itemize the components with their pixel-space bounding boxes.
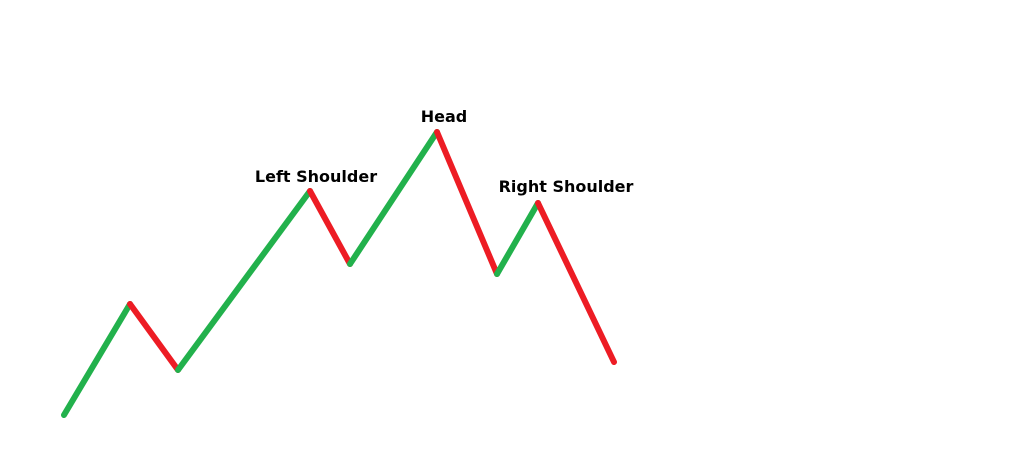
down-leg-4 [307,188,353,267]
down-leg-6 [434,129,500,277]
head-label: Head [421,107,468,126]
down-leg-2 [127,301,181,373]
right-shoulder-label: Right Shoulder [499,177,634,196]
price-path [61,129,617,418]
down-leg-8 [535,200,617,365]
up-leg-7 [494,200,541,277]
up-leg-5 [347,129,440,267]
up-leg-3 [175,188,313,373]
left-shoulder-label: Left Shoulder [255,167,377,186]
up-leg-1 [61,301,133,418]
